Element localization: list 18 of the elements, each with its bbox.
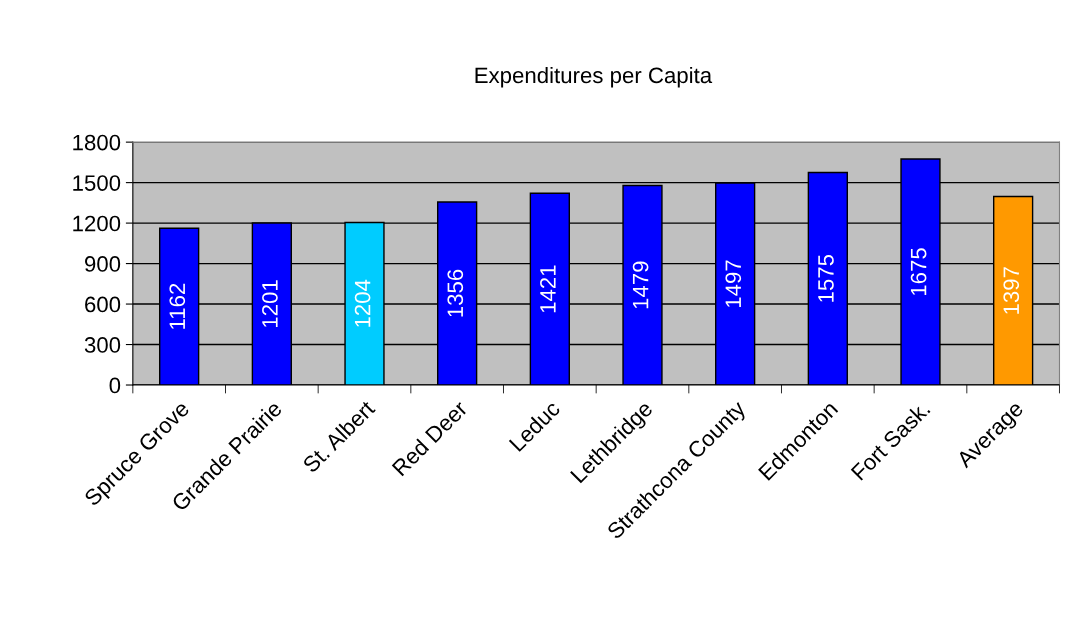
y-tick-label: 600 [85, 296, 121, 313]
data-label: 1575 [818, 254, 834, 302]
y-tick-label: 900 [85, 256, 121, 272]
y-tick-label: 1500 [73, 175, 121, 191]
data-label: 1356 [447, 269, 464, 317]
data-label: 1497 [725, 260, 742, 308]
y-tick-label: 1800 [73, 134, 121, 151]
data-label: 1204 [354, 279, 371, 327]
data-label: 1421 [540, 265, 556, 313]
y-tick-label: 300 [84, 337, 121, 353]
data-label: 1675 [910, 248, 927, 296]
chart-title: Expenditures per Capita [475, 66, 713, 88]
data-label: 1162 [169, 283, 186, 329]
y-tick-label: 1200 [73, 215, 121, 232]
y-tick-label: 0 [109, 377, 121, 394]
data-label: 1479 [632, 261, 649, 309]
data-label: 1397 [1003, 267, 1020, 314]
data-label: 1201 [262, 280, 278, 328]
